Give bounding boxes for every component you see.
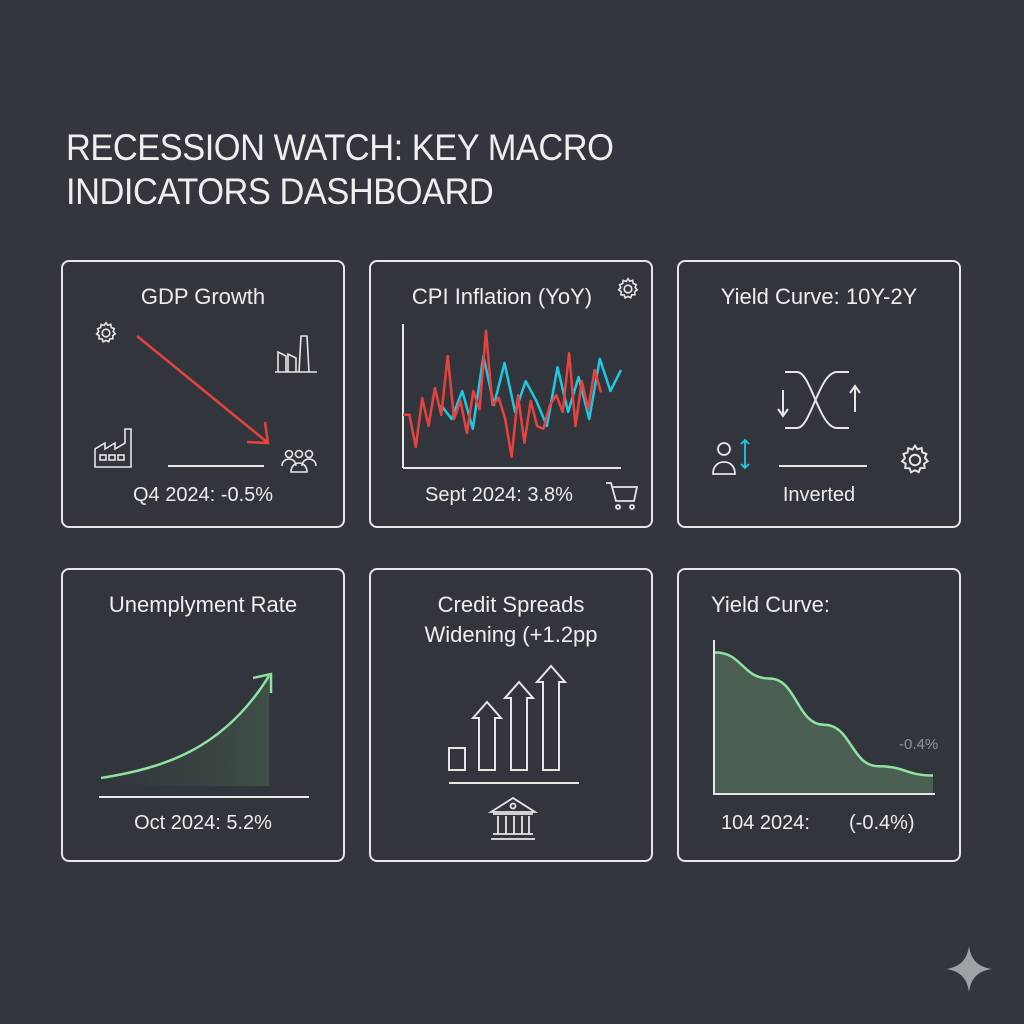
baseline-divider [168,465,264,467]
card-title: Yield Curve: 10Y-2Y [720,284,918,309]
people-icon [281,449,317,473]
card-title-line1: Credit Spreads [437,592,585,617]
card-value: Oct 2024: 5.2% [134,812,272,834]
card-value: Q4 2024: -0.5% [132,484,274,506]
card-value: Sept 2024: 3.8% [425,484,573,506]
card-cpi-inflation[interactable]: CPI Inflation (YoY) Sept 2024: 3.8% [369,260,653,528]
gear-icon[interactable] [615,276,641,302]
baseline-divider [449,782,579,784]
page-title: RECESSION WATCH: KEY MACRO INDICATORS DA… [66,126,614,214]
baseline-divider [99,796,309,798]
card-title-line2: Widening (+1.2pp [424,622,598,647]
bank-icon [487,796,539,840]
page-title-line1: RECESSION WATCH: KEY MACRO [66,127,614,168]
down-trend-arrow [136,335,270,445]
chart-annotation: -0.4% [899,736,939,753]
card-title: Yield Curve: [711,592,831,617]
shopping-cart-icon[interactable] [605,480,639,512]
cpi-line-chart [402,324,623,469]
person-updown-icon [712,438,750,475]
gear-icon[interactable] [897,442,933,478]
factory-icon [94,428,132,468]
card-value: Inverted [782,484,856,506]
rising-curve-arrow [100,672,273,786]
gear-icon [95,321,117,344]
crossing-curves-icon [777,371,861,429]
rising-arrows-icon [448,664,568,771]
card-credit-spreads[interactable]: Credit Spreads Widening (+1.2pp [369,568,653,862]
baseline-divider [779,465,867,467]
card-title: CPI Inflation (YoY) [411,284,593,309]
yield-curve-area-chart [713,640,935,795]
chimney-icon [275,335,317,373]
card-yield-curve[interactable]: Yield Curve: -0.4% 104 2024: (-0.4%) [677,568,961,862]
card-title: GDP Growth [140,284,266,309]
card-yield-curve-10y2y[interactable]: Yield Curve: 10Y-2Y Inverted [677,260,961,528]
card-gdp-growth[interactable]: GDP Growth Q4 2024: -0.5% [61,260,345,528]
card-title: Unemplyment Rate [108,592,298,617]
sparkle-icon [946,946,992,992]
page-title-line2: INDICATORS DASHBOARD [66,171,494,212]
card-unemployment-rate[interactable]: Unemplyment Rate Oct 2024: 5.2% [61,568,345,862]
card-value-left: 104 2024: [721,812,810,834]
card-value-right: (-0.4%) [849,812,915,834]
